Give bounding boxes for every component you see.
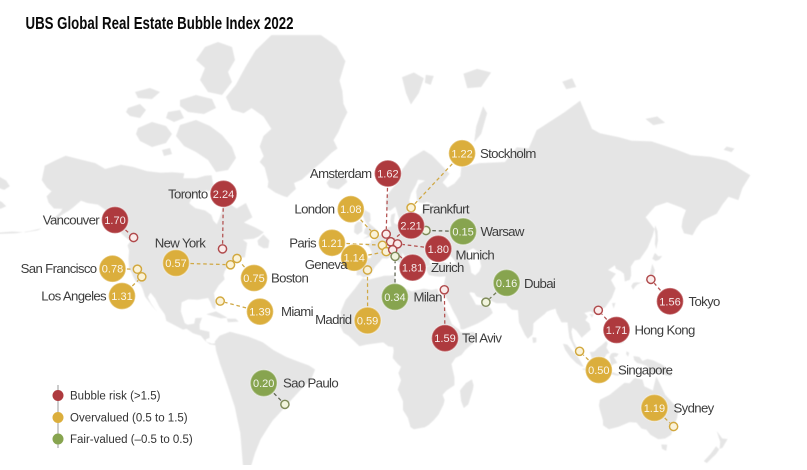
svg-text:0.59: 0.59	[357, 316, 378, 328]
svg-text:0.20: 0.20	[253, 378, 274, 390]
svg-text:Fair-valued (–0.5 to 0.5): Fair-valued (–0.5 to 0.5)	[70, 434, 193, 446]
svg-text:San Francisco: San Francisco	[21, 261, 97, 276]
svg-text:Paris: Paris	[289, 235, 317, 250]
svg-text:Miami: Miami	[281, 304, 314, 319]
svg-text:1.81: 1.81	[402, 263, 423, 275]
svg-text:Zurich: Zurich	[431, 260, 464, 275]
svg-text:0.15: 0.15	[452, 226, 473, 238]
svg-text:Bubble risk (>1.5): Bubble risk (>1.5)	[70, 391, 161, 403]
svg-text:Dubai: Dubai	[524, 276, 556, 291]
svg-text:0.78: 0.78	[102, 264, 123, 276]
svg-text:1.62: 1.62	[377, 169, 398, 181]
svg-text:1.71: 1.71	[606, 325, 627, 337]
svg-text:Geneva: Geneva	[305, 257, 349, 272]
svg-text:Singapore: Singapore	[618, 363, 673, 378]
svg-text:0.34: 0.34	[384, 292, 405, 304]
svg-text:UBS Global Real Estate Bubble: UBS Global Real Estate Bubble Index 2022	[26, 13, 294, 33]
svg-text:Toronto: Toronto	[168, 186, 208, 201]
svg-text:Frankfurt: Frankfurt	[422, 202, 470, 217]
svg-text:Tel Aviv: Tel Aviv	[462, 331, 502, 346]
svg-text:Overvalued (0.5 to 1.5): Overvalued (0.5 to 1.5)	[70, 413, 188, 425]
svg-text:1.08: 1.08	[340, 204, 361, 216]
svg-text:Vancouver: Vancouver	[43, 213, 100, 228]
svg-text:2.21: 2.21	[400, 221, 421, 233]
svg-text:Sydney: Sydney	[674, 400, 715, 415]
svg-text:1.59: 1.59	[434, 333, 455, 345]
svg-text:2.24: 2.24	[213, 189, 234, 201]
svg-text:Madrid: Madrid	[315, 312, 352, 327]
svg-text:1.39: 1.39	[249, 307, 270, 319]
svg-text:1.22: 1.22	[451, 148, 472, 160]
svg-text:1.56: 1.56	[659, 296, 680, 308]
svg-text:1.80: 1.80	[428, 244, 449, 256]
svg-text:Stockholm: Stockholm	[480, 146, 536, 161]
svg-text:Amsterdam: Amsterdam	[310, 166, 372, 181]
svg-text:Los Angeles: Los Angeles	[41, 289, 107, 304]
svg-text:Tokyo: Tokyo	[689, 294, 721, 309]
svg-text:New York: New York	[155, 236, 207, 251]
svg-text:1.19: 1.19	[644, 403, 665, 415]
svg-text:0.16: 0.16	[496, 278, 517, 290]
svg-text:Sao Paulo: Sao Paulo	[283, 376, 338, 391]
svg-text:Warsaw: Warsaw	[481, 224, 525, 239]
svg-text:Hong Kong: Hong Kong	[635, 323, 695, 338]
svg-text:0.75: 0.75	[243, 273, 264, 285]
svg-text:London: London	[294, 202, 334, 217]
svg-text:1.21: 1.21	[321, 238, 342, 250]
svg-text:Milan: Milan	[414, 289, 443, 304]
svg-text:0.57: 0.57	[165, 258, 186, 270]
svg-text:0.50: 0.50	[588, 365, 609, 377]
svg-text:1.70: 1.70	[104, 215, 125, 227]
svg-text:Boston: Boston	[271, 271, 308, 286]
svg-text:1.31: 1.31	[111, 291, 132, 303]
